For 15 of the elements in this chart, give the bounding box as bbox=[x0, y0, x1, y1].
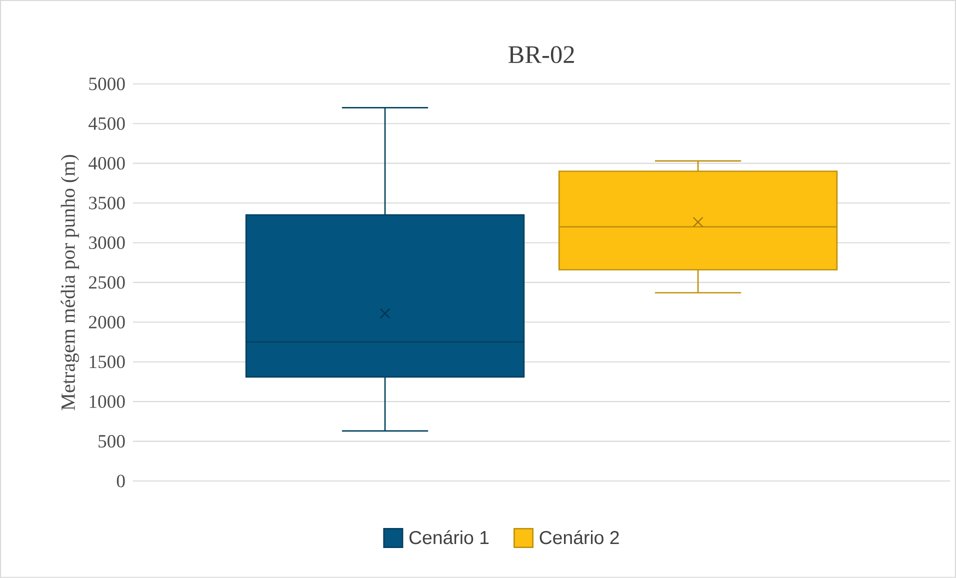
y-tick-label: 4000 bbox=[88, 157, 125, 170]
y-tick-label: 3500 bbox=[89, 196, 125, 210]
y-tick-label: 500 bbox=[98, 435, 125, 448]
y-tick-label: 1000 bbox=[90, 395, 125, 408]
y-tick-label: 5000 bbox=[89, 78, 125, 90]
y-tick-label: 4500 bbox=[88, 117, 125, 130]
y-tick-label: 3000 bbox=[89, 236, 125, 250]
y-tick-label: 2000 bbox=[89, 316, 125, 329]
y-tick-label: 1500 bbox=[90, 356, 125, 368]
y-tick-label: 0 bbox=[116, 474, 125, 488]
y-tick-label: 2500 bbox=[89, 276, 125, 289]
legend-label: Cenário 1 bbox=[409, 530, 489, 544]
chart-title: BR-02 bbox=[508, 46, 574, 64]
legend-label: Cenário 2 bbox=[540, 530, 619, 544]
y-axis-title: Metragem média por punho (m) bbox=[60, 155, 80, 410]
